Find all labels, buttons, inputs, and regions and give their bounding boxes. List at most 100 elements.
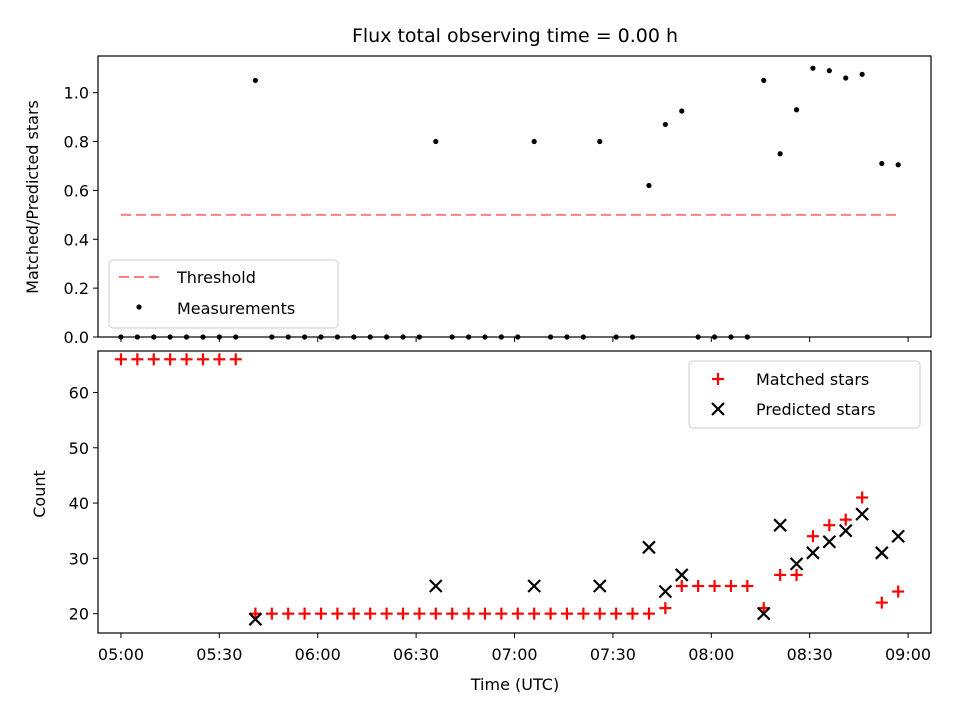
predicted-star-point bbox=[773, 518, 787, 532]
legend-predicted-label: Predicted stars bbox=[756, 400, 876, 419]
x-tick-label: 08:30 bbox=[787, 645, 833, 664]
matched-star-point bbox=[724, 580, 737, 592]
top-y-tick-label: 0.6 bbox=[64, 181, 89, 200]
matched-star-point bbox=[823, 519, 836, 532]
predicted-star-point bbox=[806, 546, 820, 560]
measurement-point bbox=[646, 182, 652, 189]
predicted-star-point bbox=[674, 568, 689, 582]
measurement-point bbox=[252, 77, 259, 84]
matched-star-point bbox=[642, 607, 655, 620]
measurement-point bbox=[433, 138, 439, 145]
matched-star-point bbox=[282, 607, 295, 620]
legend-predicted-swatch bbox=[711, 402, 725, 416]
measurement-point bbox=[826, 68, 832, 74]
top-y-tick-label: 0.0 bbox=[64, 328, 89, 347]
matched-star-point bbox=[180, 353, 193, 366]
measurement-point bbox=[531, 138, 537, 145]
matched-star-point bbox=[741, 580, 754, 592]
matched-star-point bbox=[114, 353, 127, 366]
x-tick-label: 09:00 bbox=[885, 645, 931, 664]
bottom-y-tick-label: 30 bbox=[69, 549, 89, 568]
x-tick-label: 08:00 bbox=[688, 645, 734, 664]
matched-star-point bbox=[196, 353, 209, 366]
top-x-ticks bbox=[120, 337, 909, 342]
top-y-tick-label: 0.4 bbox=[64, 230, 89, 249]
matched-star-point bbox=[147, 353, 160, 366]
matched-star-point bbox=[331, 607, 344, 620]
matched-star-point bbox=[429, 607, 442, 620]
top-y-ticks: 0.0 0.2 0.4 0.6 0.8 1.0 bbox=[64, 84, 98, 347]
top-panel: 0.0 0.2 0.4 0.6 0.8 1.0 Matched/Predicted sta… bbox=[23, 55, 932, 347]
bottom-y-tick-label: 40 bbox=[69, 494, 89, 513]
matched-star-point bbox=[577, 607, 590, 620]
top-y-axis-label: Matched/Predicted stars bbox=[23, 100, 42, 294]
predicted-star-point bbox=[875, 546, 889, 560]
x-tick-label: 06:00 bbox=[295, 645, 341, 664]
matched-star-point bbox=[593, 607, 606, 620]
matched-star-point bbox=[396, 607, 409, 620]
matched-star-point bbox=[265, 607, 278, 620]
matched-star-point bbox=[659, 602, 672, 615]
matched-star-point bbox=[675, 580, 688, 592]
matched-star-point bbox=[495, 607, 508, 620]
predicted-star-point bbox=[527, 579, 541, 593]
top-y-tick-label: 0.8 bbox=[64, 133, 89, 152]
measurement-point bbox=[597, 138, 603, 145]
top-legend: Threshold Measurements bbox=[108, 259, 339, 329]
matched-star-point bbox=[446, 607, 459, 620]
legend-matched-label: Matched stars bbox=[756, 370, 869, 389]
matched-star-point bbox=[774, 568, 787, 581]
top-legend-box bbox=[108, 259, 339, 329]
matched-star-point bbox=[875, 596, 888, 609]
x-tick-label: 07:00 bbox=[491, 645, 537, 664]
matched-star-point bbox=[347, 607, 360, 620]
x-tick-label: 06:30 bbox=[393, 645, 439, 664]
top-plot-frame bbox=[97, 55, 932, 338]
bottom-legend: Matched stars Predicted stars bbox=[688, 360, 921, 429]
matched-star-point bbox=[164, 353, 177, 366]
matched-star-point bbox=[856, 491, 869, 504]
predicted-star-point bbox=[429, 579, 443, 593]
matched-star-point bbox=[892, 585, 905, 598]
measurement-point bbox=[843, 75, 849, 81]
predicted-star-point bbox=[658, 584, 673, 599]
chart-title: Flux total observing time = 0.00 h bbox=[352, 25, 678, 47]
matched-star-point bbox=[315, 607, 328, 620]
bottom-y-tick-label: 20 bbox=[69, 605, 89, 624]
measurement-point bbox=[777, 151, 783, 157]
matched-star-point bbox=[462, 607, 475, 620]
top-y-tick-label: 1.0 bbox=[64, 84, 89, 103]
bottom-y-tick-label: 60 bbox=[69, 383, 89, 402]
predicted-star-point bbox=[789, 557, 804, 571]
x-tick-label: 05:00 bbox=[98, 645, 144, 664]
matched-star-point bbox=[131, 353, 144, 366]
matched-star-point bbox=[544, 607, 557, 620]
matched-star-point bbox=[708, 580, 721, 592]
x-tick-label: 05:30 bbox=[196, 645, 242, 664]
matched-star-point bbox=[839, 513, 852, 526]
matched-star-point bbox=[511, 607, 524, 620]
predicted-star-point bbox=[642, 540, 656, 555]
matched-star-point bbox=[229, 353, 242, 366]
matched-star-point bbox=[478, 607, 491, 620]
matched-star-point bbox=[692, 580, 705, 592]
matched-star-point bbox=[213, 353, 226, 366]
predicted-star-point bbox=[891, 529, 905, 544]
top-y-tick-label: 0.2 bbox=[64, 279, 89, 298]
predicted-star-point bbox=[822, 534, 837, 549]
matched-star-point bbox=[806, 530, 819, 543]
predicted-star-point bbox=[248, 612, 263, 626]
legend-matched-swatch bbox=[712, 373, 724, 385]
predicted-star-point bbox=[838, 523, 853, 538]
matched-star-point bbox=[298, 607, 311, 620]
matched-star-point bbox=[528, 607, 541, 620]
measurement-point bbox=[879, 160, 885, 167]
legend-threshold-label: Threshold bbox=[176, 268, 256, 287]
measurement-point bbox=[662, 121, 668, 128]
x-tick-label: 07:30 bbox=[590, 645, 636, 664]
bottom-panel: 20 30 40 50 60 05:00 05:30 06:00 06:30 07:00 07:3… bbox=[30, 350, 932, 694]
bottom-y-ticks: 20 30 40 50 60 bbox=[69, 383, 98, 624]
predicted-star-points bbox=[248, 507, 905, 626]
legend-measurement-label: Measurements bbox=[177, 299, 295, 318]
